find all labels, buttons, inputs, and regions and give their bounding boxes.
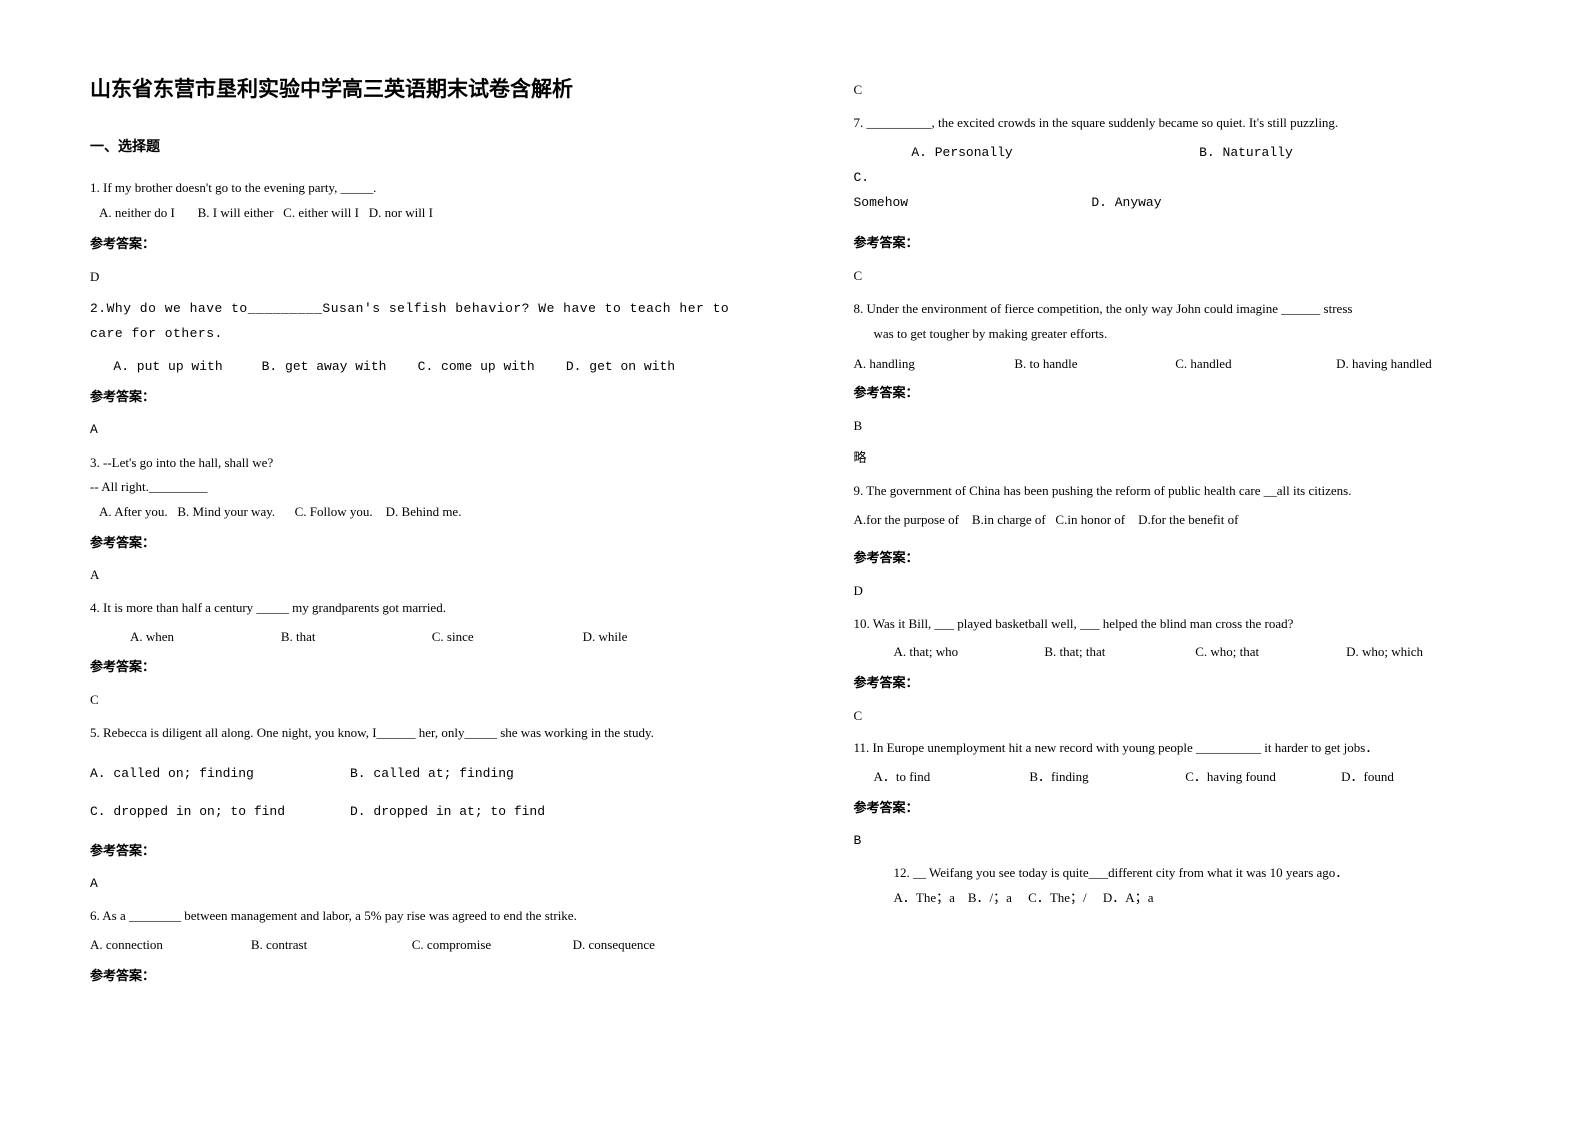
q3-stem2: -- All right._________ xyxy=(90,475,734,500)
q12-stem: 12. __ Weifang you see today is quite___… xyxy=(894,861,1498,886)
question-2: 2.Why do we have to_________Susan's self… xyxy=(90,297,734,379)
q6-opt-d: D. consequence xyxy=(573,933,734,958)
q7-opt-c-prefix: C. xyxy=(854,170,870,185)
q4-opt-d: D. while xyxy=(583,625,734,650)
q2-options: A. put up with B. get away with C. come … xyxy=(90,355,734,380)
answer-label: 参考答案： xyxy=(90,839,734,864)
q7-answer: C xyxy=(854,264,1498,289)
q4-opt-a: A. when xyxy=(130,625,281,650)
question-1: 1. If my brother doesn't go to the eveni… xyxy=(90,176,734,225)
q1-stem: 1. If my brother doesn't go to the eveni… xyxy=(90,176,734,201)
answer-label: 参考答案： xyxy=(90,655,734,680)
q5-opt-c: C. dropped in on; to find xyxy=(90,800,350,825)
q11-opt-c: C．having found xyxy=(1185,765,1341,790)
answer-label: 参考答案： xyxy=(854,231,1498,256)
q8-opt-a: A. handling xyxy=(854,352,1015,377)
q11-opt-d: D．found xyxy=(1341,765,1497,790)
q1-answer: D xyxy=(90,265,734,290)
q11-stem: 11. In Europe unemployment hit a new rec… xyxy=(854,736,1498,761)
q9-stem: 9. The government of China has been push… xyxy=(854,479,1498,504)
left-page: 山东省东营市垦利实验中学高三英语期末试卷含解析 一、选择题 1. If my b… xyxy=(0,0,794,1122)
q2-answer: A xyxy=(90,418,734,443)
q10-opt-c: C. who; that xyxy=(1195,640,1346,665)
document-title: 山东省东营市垦利实验中学高三英语期末试卷含解析 xyxy=(90,70,734,110)
q5-opt-b: B. called at; finding xyxy=(350,762,514,787)
q4-answer: C xyxy=(90,688,734,713)
answer-label: 参考答案： xyxy=(90,232,734,257)
q10-opt-a: A. that; who xyxy=(894,640,1045,665)
question-12: 12. __ Weifang you see today is quite___… xyxy=(854,861,1498,910)
q10-answer: C xyxy=(854,704,1498,729)
answer-label: 参考答案： xyxy=(854,546,1498,571)
q3-stem1: 3. --Let's go into the hall, shall we? xyxy=(90,451,734,476)
q10-stem: 10. Was it Bill, ___ played basketball w… xyxy=(854,612,1498,637)
q6-opt-b: B. contrast xyxy=(251,933,412,958)
question-9: 9. The government of China has been push… xyxy=(854,479,1498,532)
q8-stem2: was to get tougher by making greater eff… xyxy=(854,322,1498,347)
q7-stem: 7. __________, the excited crowds in the… xyxy=(854,111,1498,136)
question-5: 5. Rebecca is diligent all along. One ni… xyxy=(90,721,734,746)
answer-label: 参考答案： xyxy=(90,964,734,989)
q9-answer: D xyxy=(854,579,1498,604)
q11-opt-a: A．to find xyxy=(874,765,1030,790)
q7-opt-d: D. Anyway xyxy=(1091,195,1161,210)
q6-opt-a: A. connection xyxy=(90,933,251,958)
q10-opt-d: D. who; which xyxy=(1346,640,1497,665)
q8-answer: B xyxy=(854,414,1498,439)
q8-opt-d: D. having handled xyxy=(1336,352,1497,377)
q10-opt-b: B. that; that xyxy=(1044,640,1195,665)
q8-stem1: 8. Under the environment of fierce compe… xyxy=(854,297,1498,322)
section-heading: 一、选择题 xyxy=(90,135,734,162)
q4-opt-c: C. since xyxy=(432,625,583,650)
q7-opt-c: Somehow xyxy=(854,191,1084,216)
q1-options: A. neither do I B. I will either C. eith… xyxy=(90,201,734,226)
q3-options: A. After you. B. Mind your way. C. Follo… xyxy=(90,500,734,525)
question-7: 7. __________, the excited crowds in the… xyxy=(854,111,1498,216)
q2-stem: 2.Why do we have to_________Susan's self… xyxy=(90,297,734,346)
q7-opt-a: A. Personally xyxy=(911,141,1191,166)
q5-stem: 5. Rebecca is diligent all along. One ni… xyxy=(90,721,734,746)
q5-opt-a: A. called on; finding xyxy=(90,762,350,787)
question-6: 6. As a ________ between management and … xyxy=(90,904,734,957)
question-11: 11. In Europe unemployment hit a new rec… xyxy=(854,736,1498,789)
q4-opt-b: B. that xyxy=(281,625,432,650)
q8-omit: 略 xyxy=(854,446,1498,471)
question-3: 3. --Let's go into the hall, shall we? -… xyxy=(90,451,734,525)
q8-opt-c: C. handled xyxy=(1175,352,1336,377)
q11-answer: B xyxy=(854,829,1498,854)
right-page: C 7. __________, the excited crowds in t… xyxy=(794,0,1587,1122)
answer-label: 参考答案： xyxy=(854,671,1498,696)
question-10: 10. Was it Bill, ___ played basketball w… xyxy=(854,612,1498,665)
answer-label: 参考答案： xyxy=(90,385,734,410)
q12-options: A．The；a B．/；a C．The；/ D．A；a xyxy=(894,886,1498,911)
question-4: 4. It is more than half a century _____ … xyxy=(90,596,734,649)
q11-opt-b: B．finding xyxy=(1029,765,1185,790)
q6-opt-c: C. compromise xyxy=(412,933,573,958)
q7-opt-b: B. Naturally xyxy=(1199,141,1479,166)
answer-label: 参考答案： xyxy=(854,381,1498,406)
q4-stem: 4. It is more than half a century _____ … xyxy=(90,596,734,621)
answer-label: 参考答案： xyxy=(90,531,734,556)
q9-options: A.for the purpose of B.in charge of C.in… xyxy=(854,508,1498,533)
question-8: 8. Under the environment of fierce compe… xyxy=(854,297,1498,346)
q8-opt-b: B. to handle xyxy=(1014,352,1175,377)
q3-answer: A xyxy=(90,563,734,588)
answer-label: 参考答案： xyxy=(854,796,1498,821)
q6-answer: C xyxy=(854,78,1498,103)
q5-answer: A xyxy=(90,872,734,897)
q6-stem: 6. As a ________ between management and … xyxy=(90,904,734,929)
q5-opt-d: D. dropped in at; to find xyxy=(350,800,545,825)
